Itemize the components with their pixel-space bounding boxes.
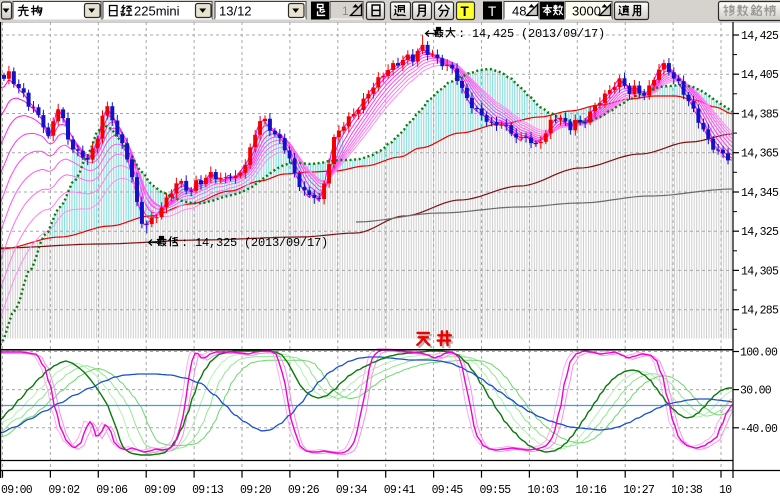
svg-text:09:26: 09:26	[288, 484, 320, 497]
svg-text:09:41: 09:41	[384, 484, 416, 497]
svg-text:09:45: 09:45	[432, 484, 464, 497]
svg-text:09:55: 09:55	[480, 484, 512, 497]
svg-text:14,325: 14,325	[741, 226, 779, 239]
svg-text:14,305: 14,305	[741, 265, 779, 278]
svg-text:100.00: 100.00	[740, 347, 778, 360]
svg-text:10:38: 10:38	[671, 484, 703, 497]
svg-text:10:27: 10:27	[623, 484, 654, 497]
svg-text:09:06: 09:06	[96, 484, 128, 497]
svg-text:10:03: 10:03	[527, 484, 559, 497]
svg-text:14,345: 14,345	[741, 187, 779, 200]
svg-text:10: 10	[719, 484, 732, 497]
svg-text:14,385: 14,385	[741, 109, 779, 122]
svg-text:09:20: 09:20	[240, 484, 272, 497]
svg-text:225mini: 225mini	[134, 4, 180, 19]
svg-text:3000: 3000	[572, 4, 601, 19]
svg-text:48: 48	[512, 4, 526, 19]
svg-text:09:02: 09:02	[48, 484, 80, 497]
svg-text:09:34: 09:34	[336, 484, 368, 497]
svg-text:09:13: 09:13	[192, 484, 224, 497]
svg-text:14,365: 14,365	[741, 148, 779, 161]
svg-text:-40.00: -40.00	[740, 423, 778, 436]
svg-text:14,285: 14,285	[741, 305, 779, 318]
svg-text:: 14,325 (2013/09/17): : 14,325 (2013/09/17)	[181, 236, 328, 250]
svg-text:T: T	[461, 4, 470, 19]
svg-text:13/12: 13/12	[219, 4, 252, 19]
svg-text:10:16: 10:16	[575, 484, 607, 497]
svg-text:09:09: 09:09	[144, 484, 176, 497]
svg-text:1: 1	[342, 4, 349, 18]
svg-text:14,405: 14,405	[741, 69, 779, 82]
svg-text:09:00: 09:00	[1, 484, 33, 497]
svg-text:30.00: 30.00	[740, 385, 772, 398]
svg-text:: 14,425 (2013/09/17): : 14,425 (2013/09/17)	[458, 27, 605, 41]
svg-text:14,425: 14,425	[741, 30, 779, 43]
svg-text:T: T	[488, 4, 496, 19]
